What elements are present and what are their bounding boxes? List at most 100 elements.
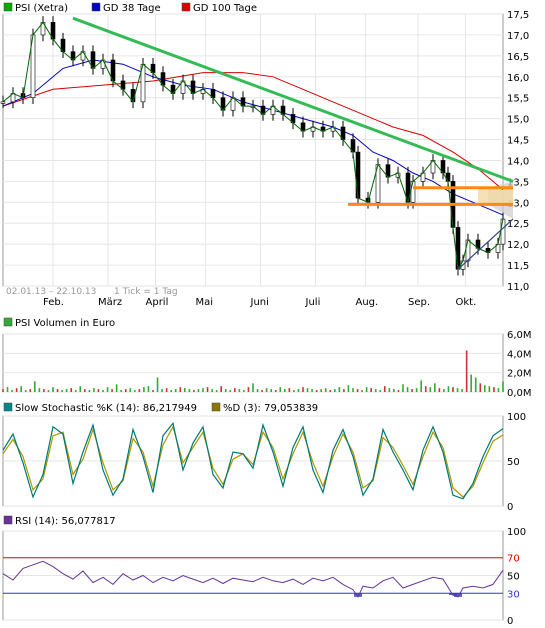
volume-bar [302, 387, 304, 392]
y-tick-label: 11,5 [507, 261, 529, 272]
volume-bar [484, 385, 486, 392]
y-tick-label: 14,0 [507, 156, 529, 167]
volume-bar [6, 387, 9, 392]
y-tick-label: 15,5 [507, 94, 529, 105]
volume-bar [220, 386, 222, 392]
volume-bar [106, 387, 109, 392]
volume-bar [306, 388, 309, 392]
volume-bar [420, 380, 422, 392]
volume-bar [34, 381, 36, 392]
volume-bar [202, 388, 204, 392]
series-line-stoch-k [2, 421, 504, 500]
volume-bar [247, 387, 250, 392]
y-tick-label: 12,0 [507, 240, 529, 251]
volume-bar [129, 388, 132, 392]
legend-label-volume: PSI Volumen in Euro [15, 318, 115, 329]
price-candle [465, 239, 471, 262]
volume-bar [156, 377, 159, 392]
volume-bar [343, 389, 345, 392]
volume-bar [370, 388, 372, 392]
volume-bar [47, 390, 50, 392]
volume-bar [188, 389, 191, 392]
volume-bar [206, 387, 209, 392]
volume-bar [102, 390, 104, 392]
volume-bar [311, 389, 313, 392]
volume-bar [320, 389, 322, 392]
volume-bar [147, 386, 150, 392]
volume-bar [497, 388, 500, 392]
volume-bar [88, 390, 91, 392]
volume-bar [170, 390, 172, 392]
legend-swatch-psi [3, 2, 13, 12]
volume-bar [443, 389, 445, 392]
volume-bar [347, 385, 350, 392]
legend-label-gd100: GD 100 Tage [193, 3, 257, 14]
rsi-y-tick-label: 70 [507, 554, 520, 565]
x-tick-label: April [146, 297, 169, 308]
volume-bar [38, 388, 41, 392]
volume-bar [161, 389, 163, 392]
series-line-rsi [2, 560, 504, 598]
legend-swatch-gd38 [91, 2, 101, 12]
rsi-oversold-fill [354, 593, 362, 597]
volume-bar [288, 388, 291, 392]
volume-bar [74, 390, 77, 392]
volume-bar [438, 388, 441, 392]
volume-bar [361, 390, 363, 392]
y-tick-label: 15,0 [507, 115, 529, 126]
volume-bar [274, 390, 277, 392]
volume-y-tick-label: 6,0M [507, 330, 532, 341]
price-candle [500, 218, 506, 245]
price-candle [455, 227, 461, 270]
legend-label-stoch-k: Slow Stochastic %K (14): 86,217949 [15, 403, 197, 414]
volume-bar [379, 390, 382, 392]
volume-bar [29, 389, 32, 392]
legend-label-stoch-d: %D (3): 79,053839 [223, 403, 318, 414]
x-tick-label: Aug. [356, 297, 379, 308]
y-tick-label: 17,0 [507, 31, 529, 42]
series-line-gd100 [2, 72, 504, 191]
volume-bar [234, 388, 236, 392]
volume-bar [229, 390, 232, 392]
price-legend: PSI (Xetra) GD 38 Tage GD 100 Tage [3, 2, 257, 14]
rsi-y-tick-label: 100 [507, 527, 526, 538]
legend-swatch-gd100 [181, 2, 191, 12]
price-candle [355, 151, 361, 199]
volume-bar [479, 383, 482, 392]
volume-bar [224, 389, 227, 392]
volume-bar [20, 386, 22, 392]
y-tick-label: 12,5 [507, 219, 529, 230]
volume-bar [238, 389, 241, 392]
price-panel-frame [2, 13, 504, 287]
legend-label-psi: PSI (Xetra) [15, 3, 68, 14]
volume-bar [256, 389, 259, 392]
volume-bar [115, 384, 118, 392]
volume-bar [197, 389, 200, 392]
volume-bar [297, 389, 300, 392]
volume-bar [384, 386, 386, 392]
volume-bar [270, 389, 272, 392]
volume-bar [2, 389, 4, 392]
volume-y-tick-label: 4,0M [507, 349, 532, 360]
trendline-resistance [72, 16, 514, 183]
volume-bar [261, 390, 263, 392]
volume-bar [97, 389, 100, 392]
stoch-y-tick-label: 100 [507, 412, 526, 423]
volume-bar [461, 389, 463, 392]
y-tick-label: 11,0 [507, 282, 529, 293]
rsi-oversold-fill [454, 593, 462, 597]
volume-bar [265, 388, 268, 392]
volume-bar [502, 381, 504, 392]
volume-bar [174, 389, 177, 392]
volume-bar [61, 390, 63, 392]
volume-bar [252, 383, 254, 392]
volume-bar [24, 390, 27, 392]
y-tick-label: 14,5 [507, 136, 529, 147]
volume-bar [352, 388, 354, 392]
volume-bar [397, 390, 400, 392]
volume-bar [184, 388, 186, 392]
volume-bar [493, 387, 495, 392]
legend-swatch-volume [3, 317, 13, 327]
volume-bar [165, 388, 168, 392]
